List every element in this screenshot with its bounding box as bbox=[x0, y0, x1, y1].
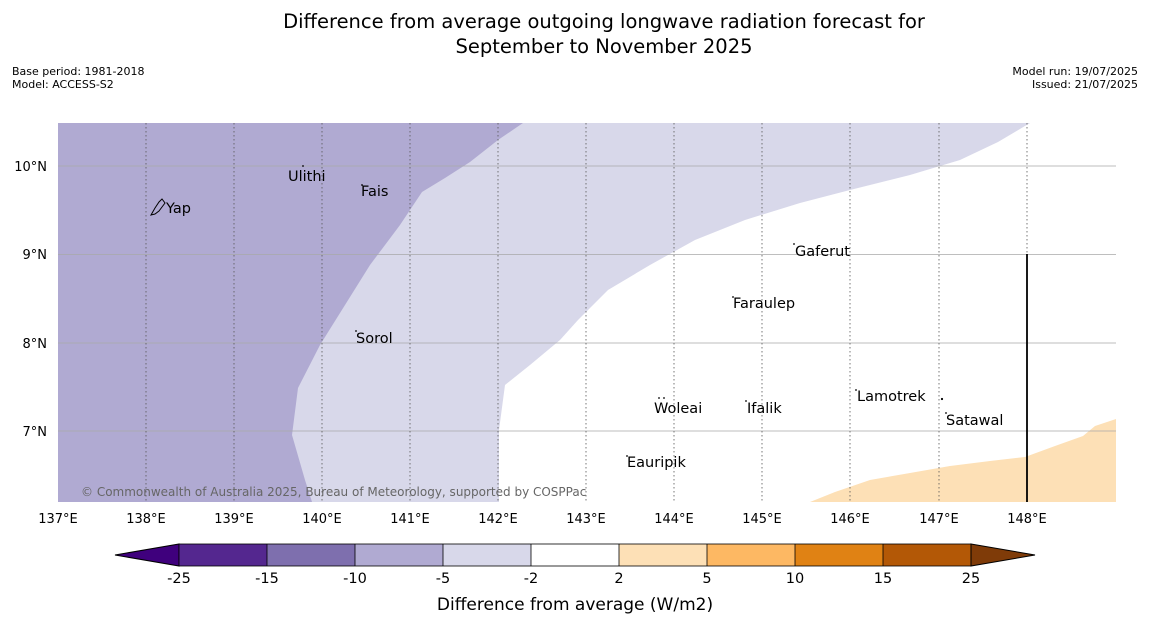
colorbar-tick-label: -10 bbox=[343, 571, 367, 587]
lon-tick-label: 145°E bbox=[742, 512, 782, 527]
colorbar-title: Difference from average (W/m2) bbox=[437, 595, 713, 615]
map-area: Yap Ulithi Fais Gaferut Faraulep Sorol W… bbox=[58, 123, 1116, 502]
colorbar-segment bbox=[795, 544, 883, 566]
base-period-text: Base period: 1981-2018 bbox=[12, 65, 145, 78]
place-label-yap: Yap bbox=[165, 201, 191, 217]
lat-tick-label: 7°N bbox=[23, 425, 48, 440]
colorbar-tick-label: 15 bbox=[874, 571, 892, 587]
longitude-axis-labels: 137°E 138°E 139°E 140°E 141°E 142°E 143°… bbox=[38, 512, 1047, 527]
lon-tick-label: 141°E bbox=[390, 512, 430, 527]
colorbar-segment bbox=[619, 544, 707, 566]
place-label-ulithi: Ulithi bbox=[288, 169, 326, 185]
place-label-fais: Fais bbox=[361, 184, 388, 200]
lat-tick-label: 9°N bbox=[23, 248, 48, 263]
title-line-2: September to November 2025 bbox=[455, 35, 753, 58]
model-text: Model: ACCESS-S2 bbox=[12, 78, 114, 91]
lon-tick-label: 143°E bbox=[566, 512, 606, 527]
colorbar-segment bbox=[267, 544, 355, 566]
lon-tick-label: 142°E bbox=[478, 512, 518, 527]
lon-tick-label: 139°E bbox=[214, 512, 254, 527]
issued-text: Issued: 21/07/2025 bbox=[1031, 78, 1138, 91]
colorbar-tick-label: -15 bbox=[255, 571, 279, 587]
island-markers bbox=[302, 165, 947, 457]
lat-tick-label: 10°N bbox=[14, 160, 47, 175]
colorbar-segment bbox=[707, 544, 795, 566]
place-label-satawal: Satawal bbox=[946, 413, 1003, 429]
anomaly-region-light-purple bbox=[58, 123, 523, 502]
colorbar-segment bbox=[531, 544, 619, 566]
anomaly-region-pale-orange bbox=[810, 419, 1116, 502]
colorbar-extend-low bbox=[114, 543, 180, 567]
meta-right: Model run: 19/07/2025 Issued: 21/07/2025 bbox=[1012, 65, 1138, 91]
place-label-sorol: Sorol bbox=[356, 331, 393, 347]
lon-tick-label: 147°E bbox=[919, 512, 959, 527]
colorbar-dividers bbox=[178, 543, 972, 567]
colorbar-tick-label: 10 bbox=[786, 571, 804, 587]
lon-tick-label: 138°E bbox=[126, 512, 166, 527]
colorbar-segment bbox=[883, 544, 971, 566]
colorbar-tick-label: -2 bbox=[524, 571, 538, 587]
lon-tick-label: 144°E bbox=[654, 512, 694, 527]
place-label-lamotrek: Lamotrek bbox=[857, 389, 926, 405]
lon-tick-label: 146°E bbox=[830, 512, 870, 527]
title-line-1: Difference from average outgoing longwav… bbox=[283, 10, 925, 33]
yap-island-icon bbox=[149, 198, 166, 216]
place-label-ifalik: Ifalik bbox=[747, 401, 782, 417]
colorbar-tick-label: -5 bbox=[436, 571, 450, 587]
lat-tick-label: 8°N bbox=[23, 337, 48, 352]
colorbar-segment bbox=[355, 544, 443, 566]
place-label-gaferut: Gaferut bbox=[795, 244, 850, 260]
model-run-text: Model run: 19/07/2025 bbox=[1012, 65, 1138, 78]
colorbar-tick-label: 5 bbox=[702, 571, 711, 587]
lon-tick-label: 140°E bbox=[302, 512, 342, 527]
colorbar-tick-label: 2 bbox=[614, 571, 623, 587]
place-label-faraulep: Faraulep bbox=[733, 296, 795, 312]
copyright-text: © Commonwealth of Australia 2025, Bureau… bbox=[81, 485, 586, 499]
meta-left: Base period: 1981-2018 Model: ACCESS-S2 bbox=[12, 65, 144, 91]
colorbar: -25 -15 -10 -5 -2 2 5 10 15 25 Differenc… bbox=[114, 543, 1036, 615]
place-label-eauripik: Eauripik bbox=[627, 455, 686, 471]
lon-tick-label: 137°E bbox=[38, 512, 78, 527]
colorbar-tick-label: 25 bbox=[962, 571, 980, 587]
colorbar-tick-label: -25 bbox=[167, 571, 191, 587]
chart-title: Difference from average outgoing longwav… bbox=[0, 9, 1150, 59]
place-label-woleai: Woleai bbox=[654, 401, 702, 417]
colorbar-extend-high bbox=[970, 543, 1036, 567]
colorbar-segment bbox=[179, 544, 267, 566]
colorbar-segment bbox=[443, 544, 531, 566]
lon-tick-label: 148°E bbox=[1007, 512, 1047, 527]
latitude-axis-labels: 10°N 9°N 8°N 7°N bbox=[14, 160, 47, 440]
